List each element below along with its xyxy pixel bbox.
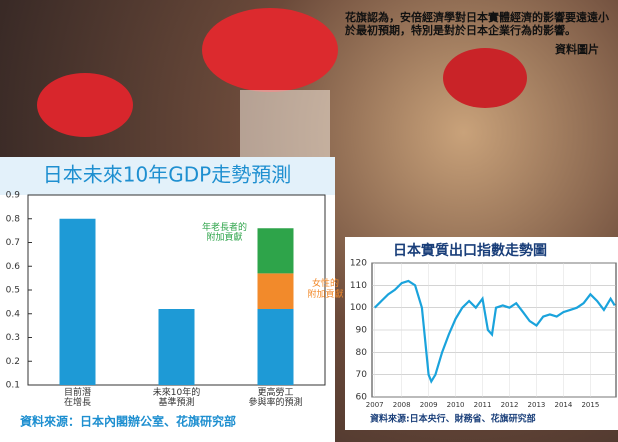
caption: 花旗認為，安倍經濟學對日本實體經濟的影響要遠遠小於最初預期，特別是對於日本企業行… [345,11,609,37]
series-label: 年老長者的 附加貢獻 [201,222,247,244]
bar [59,218,96,385]
photo-credit: 資料圖片 [555,43,599,56]
y-tick-label: 0.1 [6,381,20,391]
y-tick-label: 60 [356,393,368,403]
y-tick-label: 0.3 [6,333,20,343]
x-tick-label: 2007 [366,401,384,409]
bar [158,309,195,385]
source: 資料來源:日本央行、財務省、花旗研究部 [370,413,536,425]
y-tick-label: 110 [350,281,367,291]
bar [257,309,294,385]
helmet [443,48,527,108]
y-tick-label: 0.2 [6,357,20,367]
y-tick-label: 0.6 [6,262,21,272]
panel [345,237,618,430]
x-tick-label: 2012 [501,401,519,409]
x-tick-label: 2015 [581,401,599,409]
source: 資料來源：日本內閣辦公室、花旗研究部 [20,414,236,429]
y-tick-label: 0.7 [6,238,20,248]
line [373,279,616,384]
x-tick-label: 更高勞工 參與率的預測 [248,388,303,409]
x-tick-label: 2014 [555,401,573,409]
series-label: 女性的 附加貢獻 [307,279,344,300]
helmet [37,73,133,137]
y-tick-label: 0.9 [6,191,21,201]
x-tick-label: 未來10年的 基準預測 [152,388,201,409]
title-band [0,157,335,195]
y-tick-label: 120 [350,259,367,269]
y-tick-label: 0.4 [6,309,21,319]
y-tick-label: 0.8 [6,214,21,224]
bar [257,273,294,309]
x-tick-label: 2013 [528,401,546,409]
y-tick-label: 0.5 [6,286,20,296]
y-tick-label: 90 [356,326,368,336]
y-tick-label: 80 [356,348,368,358]
y-tick-label: 100 [350,303,367,313]
bar [257,228,294,274]
chart-title: 日本實質出口指數走勢圖 [393,242,547,259]
face [240,90,330,160]
chart-title: 日本未來10年GDP走勢預測 [43,163,291,187]
x-tick-label: 2008 [393,401,411,409]
x-tick-label: 2011 [474,401,492,409]
helmet [202,8,338,92]
x-tick-label: 2010 [447,401,465,409]
x-tick-label: 2009 [420,401,438,409]
y-tick-label: 70 [356,370,368,380]
x-tick-label: 目前潛 在增長 [63,388,91,409]
